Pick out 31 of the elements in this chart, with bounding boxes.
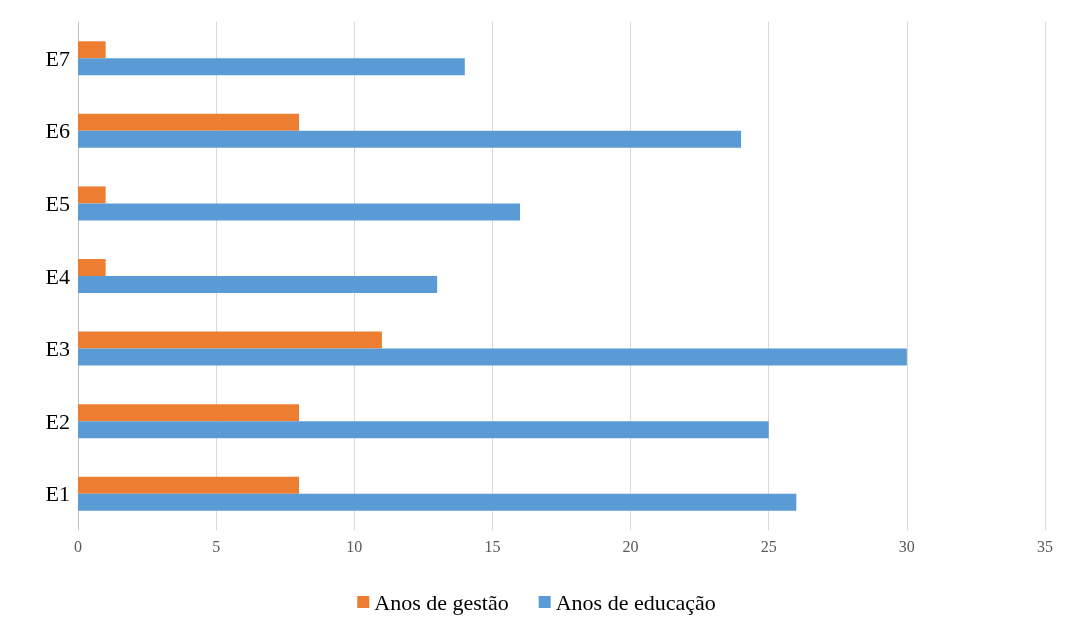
y-tick-label: E4 (45, 263, 70, 289)
x-tick-label: 0 (74, 537, 82, 555)
y-tick-label: E3 (45, 336, 70, 362)
y-tick-label: E5 (45, 190, 70, 216)
x-tick-label: 10 (346, 537, 363, 555)
bar (78, 41, 106, 59)
bar (78, 58, 465, 76)
x-tick-label: 20 (622, 537, 639, 555)
y-tick-label: E6 (45, 118, 70, 144)
bar (78, 493, 797, 511)
bar (78, 186, 106, 204)
x-tick-label: 35 (1037, 537, 1053, 555)
bar (78, 348, 907, 366)
bar (78, 130, 742, 148)
bar (78, 259, 106, 276)
x-tick-label: 30 (898, 537, 915, 555)
bar (78, 421, 769, 439)
y-tick-label: E2 (45, 408, 70, 434)
bar (78, 276, 438, 293)
x-tick-label: 25 (760, 537, 777, 555)
bar (78, 404, 300, 422)
bar (78, 331, 382, 349)
x-tick-label: 5 (212, 537, 221, 555)
legend-label: Anos de educação (555, 589, 716, 615)
bar (78, 113, 300, 131)
y-tick-label: E1 (45, 481, 70, 507)
bar (78, 476, 300, 494)
legend-label: Anos de gestão (374, 589, 509, 615)
bar (78, 203, 521, 221)
y-tick-label: E7 (45, 45, 70, 71)
x-tick-label: 15 (484, 537, 501, 555)
